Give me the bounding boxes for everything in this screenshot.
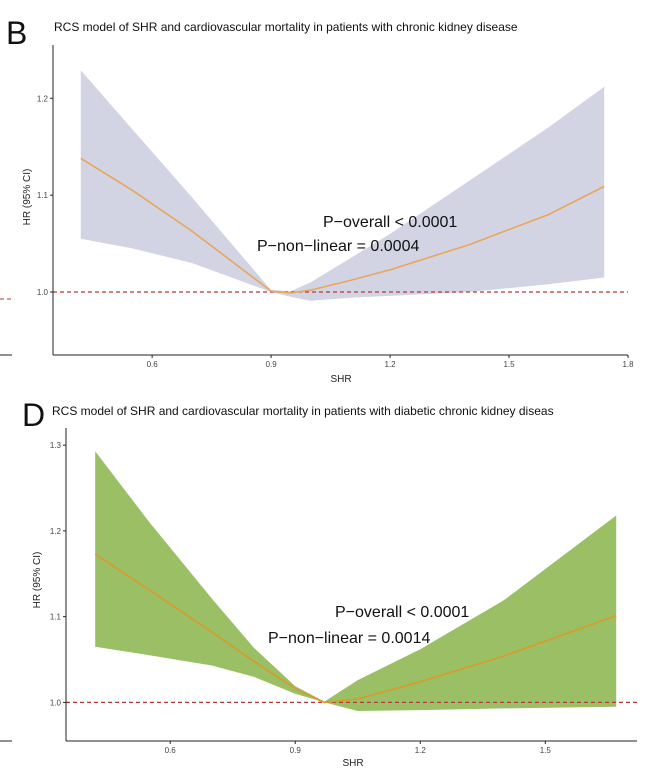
- chart-title: RCS model of SHR and cardiovascular mort…: [52, 404, 554, 418]
- x-axis-label: SHR: [330, 374, 351, 385]
- panel-letter: D: [22, 397, 45, 433]
- y-tick-label: 1.2: [50, 527, 62, 536]
- p-overall-annotation: P−overall < 0.0001: [335, 604, 469, 621]
- x-ticks: 0.6 0.9 1.2 1.5 1.8: [147, 355, 634, 369]
- x-tick-label: 1.2: [385, 360, 397, 369]
- y-tick-label: 1.1: [37, 191, 49, 200]
- y-tick-label: 1.2: [37, 94, 49, 103]
- confidence-band: [80, 70, 605, 301]
- x-axis-label: SHR: [342, 758, 363, 769]
- hr-curve: [80, 157, 605, 294]
- hr-curve: [94, 553, 617, 704]
- y-ticks: 1.0 1.1 1.2: [37, 94, 53, 297]
- p-overall-annotation: P−overall < 0.0001: [323, 214, 457, 231]
- x-tick-label: 0.9: [290, 746, 302, 755]
- x-tick-label: 1.2: [415, 746, 427, 755]
- y-axis-label: HR (95% CI): [32, 552, 43, 609]
- chart-title: RCS model of SHR and cardiovascular mort…: [54, 20, 518, 34]
- panel-letter: B: [6, 15, 27, 51]
- x-tick-label: 0.9: [266, 360, 278, 369]
- x-tick-label: 0.6: [165, 746, 177, 755]
- y-tick-label: 1.1: [50, 613, 62, 622]
- x-ticks: 0.6 0.9 1.2 1.5: [165, 741, 552, 755]
- panel-b: B RCS model of SHR and cardiovascular mo…: [6, 15, 634, 385]
- panel-d: D RCS model of SHR and cardiovascular mo…: [22, 397, 637, 769]
- y-axis-label: HR (95% CI): [22, 169, 33, 226]
- x-tick-label: 1.8: [622, 360, 634, 369]
- confidence-band: [95, 451, 617, 711]
- y-tick-label: 1.3: [50, 441, 62, 450]
- p-non-linear-annotation: P−non−linear = 0.0004: [257, 238, 419, 255]
- x-tick-label: 1.5: [540, 746, 552, 755]
- y-tick-label: 1.0: [50, 698, 62, 707]
- y-ticks: 1.0 1.1 1.2 1.3: [50, 441, 66, 707]
- p-non-linear-annotation: P−non−linear = 0.0014: [268, 630, 430, 647]
- x-tick-label: 0.6: [147, 360, 159, 369]
- x-tick-label: 1.5: [503, 360, 515, 369]
- y-tick-label: 1.0: [37, 288, 49, 297]
